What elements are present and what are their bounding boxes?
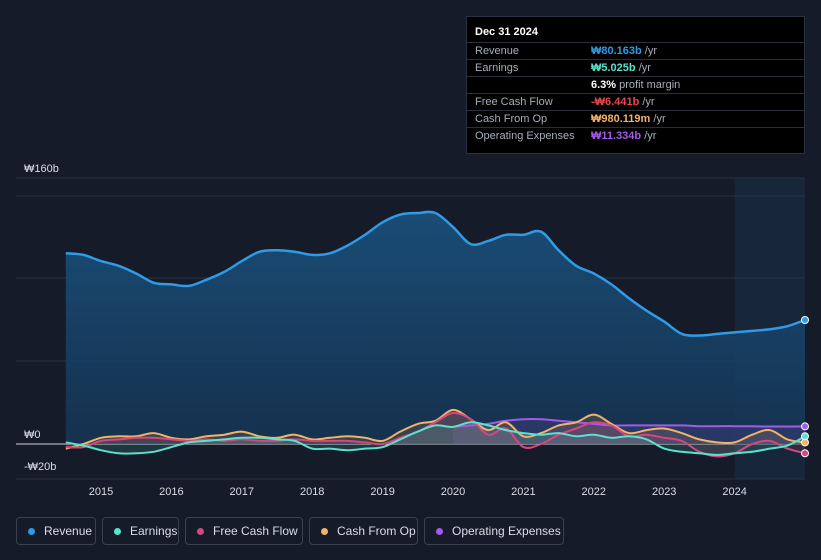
legend-item-revenue[interactable]: Revenue [16,517,96,545]
x-tick-label: 2020 [441,486,465,498]
tooltip-label: Earnings [475,62,519,74]
x-tick-label: 2022 [582,486,606,498]
tooltip-unit: /yr [635,62,651,74]
free-cash-flow-line [65,411,806,458]
x-tick-label: 2017 [230,486,254,498]
revenue-line [65,210,806,337]
tooltip-label: Free Cash Flow [475,96,553,108]
tooltip-value: ₩11.334b /yr [591,130,656,142]
legend-item-operating-expenses[interactable]: Operating Expenses [424,517,564,545]
tooltip-row: Operating Expenses ₩11.334b /yr [467,127,804,144]
tooltip-value: ₩980.119m /yr [591,113,666,125]
tooltip-value: ₩80.163b /yr [591,45,657,57]
tooltip-date: Dec 31 2024 [475,26,538,38]
legend-label: Free Cash Flow [213,524,298,538]
x-tick-label: 2019 [370,486,394,498]
legend-label: Earnings [130,524,178,538]
free-cash-flow-end-marker [801,449,809,458]
tooltip-value-text: 6.3% [591,79,617,91]
tooltip-label: Cash From Op [475,113,548,125]
tooltip-value: ₩5.025b /yr [591,62,651,74]
tooltip-value-text: ₩80.163b [591,45,642,57]
cash-from-op-area [65,409,806,449]
x-tick-label: 2024 [722,486,746,498]
legend-label: Cash From Op [337,524,416,538]
legend-dot-icon [28,528,35,535]
tooltip-value: 6.3% profit margin [591,79,680,91]
free-cash-flow-area [65,412,806,457]
legend-dot-icon [114,528,121,535]
x-tick-label: 2015 [89,486,113,498]
earnings-line [65,421,806,456]
tooltip-value-text: ₩980.119m [591,113,651,125]
legend-dot-icon [321,528,328,535]
revenue-area [65,211,806,444]
tooltip-unit: profit margin [616,79,681,91]
legend-dot-icon [197,528,204,535]
earnings-area [65,422,806,455]
tooltip-unit: /yr [641,130,657,142]
legend-dot-icon [436,528,443,535]
y-tick-label: -₩20b [24,461,56,473]
cash-from-op-line [65,408,806,450]
operating-expenses-area [453,418,805,444]
tooltip-value-text: ₩11.334b [591,130,642,142]
earnings-end-marker [801,432,809,441]
operating-expenses-line [452,417,806,428]
x-tick-label: 2018 [300,486,324,498]
tooltip-unit: /yr [641,45,658,57]
tooltip-label: Operating Expenses [475,130,575,142]
x-tick-label: 2016 [159,486,183,498]
tooltip-row: Free Cash Flow -₩6.441b /yr [467,93,804,110]
legend-item-cash-from-op[interactable]: Cash From Op [309,517,418,545]
revenue-end-marker [801,316,809,324]
tooltip-label: Revenue [475,45,520,57]
y-tick-label: ₩160b [24,163,59,175]
tooltip-value-text: -₩6.441b [591,96,640,108]
tooltip-row: Revenue ₩80.163b /yr [467,42,804,59]
x-tick-label: 2023 [652,486,676,498]
tooltip-row: Earnings ₩5.025b /yr [467,59,804,76]
legend-label: Revenue [44,524,93,538]
legend-item-free-cash-flow[interactable]: Free Cash Flow [185,517,303,545]
tooltip-unit: /yr [639,96,655,108]
tooltip-row: 6.3% profit margin [467,76,804,93]
tooltip-panel: Dec 31 2024 Revenue ₩80.163b /yr Earnings ₩… [466,16,805,154]
legend-item-earnings[interactable]: Earnings [102,517,179,545]
x-tick-label: 2021 [511,486,535,498]
operating-expenses-end-marker [801,422,809,431]
legend-label: Operating Expenses [452,524,561,538]
tooltip-value: -₩6.441b /yr [591,96,655,108]
tooltip-value-text: ₩5.025b [591,62,636,74]
tooltip-row: Cash From Op ₩980.119m /yr [467,110,804,127]
tooltip-unit: /yr [650,113,666,125]
y-tick-label: ₩0 [24,429,41,441]
